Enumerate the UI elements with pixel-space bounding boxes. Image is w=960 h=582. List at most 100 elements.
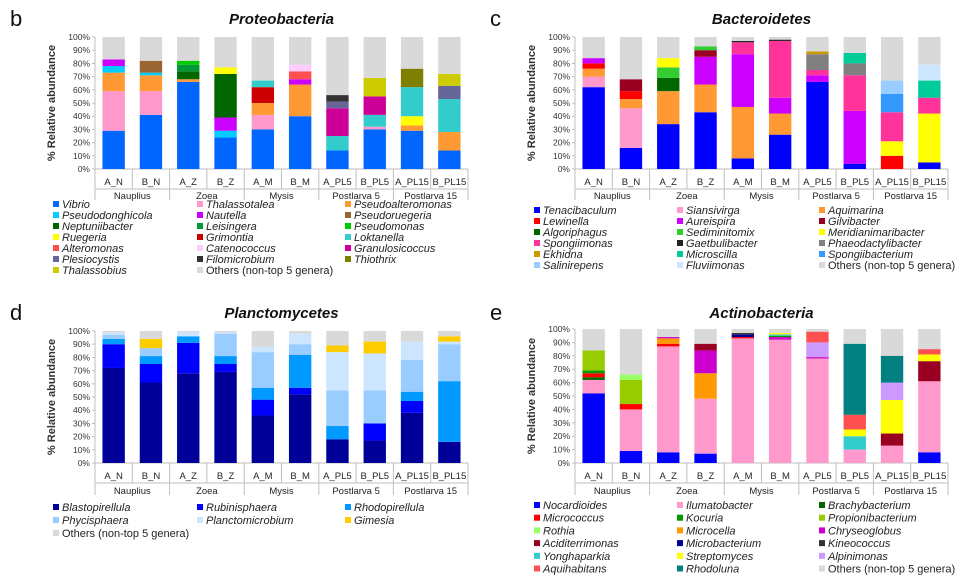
legend-label: Granulosicoccus [354, 243, 436, 255]
bar-segment-vibrio [438, 150, 461, 169]
legend-swatch [819, 207, 825, 213]
y-tick-label: 60% [73, 379, 90, 389]
legend-swatch [819, 540, 825, 547]
legend-item-nautella: Nautella [197, 210, 246, 222]
y-tick-label: 40% [553, 404, 570, 414]
bar-segment-lewinella [582, 63, 605, 69]
legend-item-nocardioides: Nocardioides [534, 500, 608, 512]
legend-swatch [345, 517, 351, 523]
y-tick-label: 90% [553, 337, 570, 347]
legend-item-filomicrobium: Filomicrobium [197, 254, 274, 266]
bar-segment-ilumatobacter [657, 346, 680, 453]
x-group-label: Postlarva 5 [812, 486, 860, 497]
legend-item-leisingera: Leisingera [197, 221, 257, 233]
legend-item-kineococcus: Kineococcus [819, 538, 891, 550]
x-group-label: Postlarva 15 [884, 486, 937, 497]
bar-segment-pseudodonghicola [102, 66, 125, 73]
legend-swatch [345, 223, 351, 229]
bar-segment-others-non-top-5-genera [843, 329, 866, 344]
y-tick-label: 30% [553, 124, 570, 134]
x-tick-label: A_N [584, 177, 603, 188]
bar-segment-spongiimonas [768, 40, 792, 98]
legend-swatch [197, 212, 203, 218]
legend-item-tenacibaculum: Tenacibaculum [534, 205, 617, 217]
legend-label: Ekhidna [543, 249, 583, 261]
bar-b-pl5 [363, 37, 386, 169]
x-tick-label: A_Z [660, 471, 678, 482]
legend-item-rhodoluna: Rhodoluna [677, 564, 739, 576]
panel-letter: c [490, 6, 501, 31]
x-tick-label: A_PL5 [803, 471, 832, 482]
y-tick-label: 70% [73, 366, 90, 376]
legend-label: Pseudoalteromonas [354, 199, 452, 211]
y-tick-label: 60% [73, 85, 90, 95]
legend-label: Planctomicrobium [206, 515, 293, 527]
y-tick-label: 100% [68, 326, 90, 336]
legend-item-others-non-top-5-genera: Others (non-top 5 genera) [819, 260, 955, 272]
bar-segment-planctomicrobium [214, 332, 237, 334]
legend-label: Lewinella [543, 216, 589, 228]
legend-item-salinirepens: Salinirepens [534, 260, 604, 272]
bar-segment-kocuria [582, 370, 605, 374]
bar-a-n [582, 329, 605, 463]
legend-item-rubinisphaera: Rubinisphaera [197, 502, 277, 514]
bar-a-m [731, 329, 755, 463]
bar-segment-aquihabitans [843, 414, 866, 430]
legend-item-siansivirga: Siansivirga [677, 205, 740, 217]
legend-item-phaeodactylibacter: Phaeodactylibacter [819, 238, 923, 250]
bar-b-n [139, 37, 163, 169]
bar-b-n [619, 37, 643, 169]
bar-segment-phycisphaera [102, 334, 125, 339]
y-tick-label: 10% [73, 445, 90, 455]
bar-segment-others-non-top-5-genera [326, 37, 349, 96]
bar-segment-chryseoglobus [694, 350, 717, 374]
y-tick-label: 20% [553, 138, 570, 148]
legend-label: Filomicrobium [206, 254, 274, 266]
y-tick-label: 50% [553, 391, 570, 401]
legend-label: Microscilla [686, 249, 737, 261]
legend-item-pseudoalteromonas: Pseudoalteromonas [345, 199, 452, 211]
x-tick-label: B_M [290, 177, 310, 188]
legend-swatch [197, 256, 203, 262]
bar-segment-phycisphaera [363, 390, 386, 424]
bar-segment-spongiimonas [843, 75, 866, 111]
legend-swatch [534, 218, 540, 224]
legend-label: Aquimarina [827, 205, 884, 217]
bar-segment-pseudodonghicola [139, 72, 163, 76]
y-axis-label: % Relative abundance [46, 339, 58, 455]
bar-segment-rhodopirellula [214, 356, 237, 364]
bar-segment-ilumatobacter [694, 398, 717, 454]
bar-segment-others-non-top-5-genera [880, 329, 904, 356]
legend-item-vibrio: Vibrio [53, 199, 90, 211]
bar-segment-loktanella [326, 136, 349, 151]
bar-segment-planctomicrobium [326, 352, 349, 391]
legend-label: Spongiimonas [543, 238, 613, 250]
bar-segment-others-non-top-5-genera [214, 331, 237, 333]
legend-item-sediminitomix: Sediminitomix [677, 227, 755, 239]
legend-label: Gaetbulibacter [686, 238, 759, 250]
panel-d: d Planctomycetes 0% 10% 20% 30% 40% 50% 60% 70% 80… [10, 300, 469, 540]
legend-swatch [677, 207, 683, 213]
y-tick-label: 80% [553, 58, 570, 68]
legend-item-yonghaparkia: Yonghaparkia [534, 551, 610, 563]
legend-item-alteromonas: Alteromonas [53, 243, 124, 255]
x-tick-label: B_N [622, 471, 641, 482]
bar-segment-aureispira [806, 75, 829, 82]
legend-swatch [53, 245, 59, 251]
bar-segment-thiothrix [400, 68, 424, 88]
bar-segment-loktanella [363, 114, 386, 127]
legend-label: Catenococcus [206, 243, 276, 255]
legend-item-aquihabitans: Aquihabitans [534, 564, 607, 576]
legend-label: Gimesia [354, 515, 394, 527]
bar-segment-nautella [214, 117, 237, 131]
bar-segment-aureispira [731, 54, 755, 107]
legend-label: Meridianimaribacter [828, 227, 926, 239]
legend: Nocardioides Ilumatobacter Brachybacterium… [534, 500, 955, 576]
x-group-label: Nauplius [594, 486, 631, 497]
legend-label: Kineococcus [828, 538, 891, 550]
bar-a-pl5 [806, 329, 829, 463]
bar-segment-rothia [619, 374, 643, 380]
bar-segment-aquimarina [657, 91, 680, 125]
bar-segment-neptuniibacter [214, 73, 237, 118]
bar-segment-thalassotalea [363, 126, 386, 130]
